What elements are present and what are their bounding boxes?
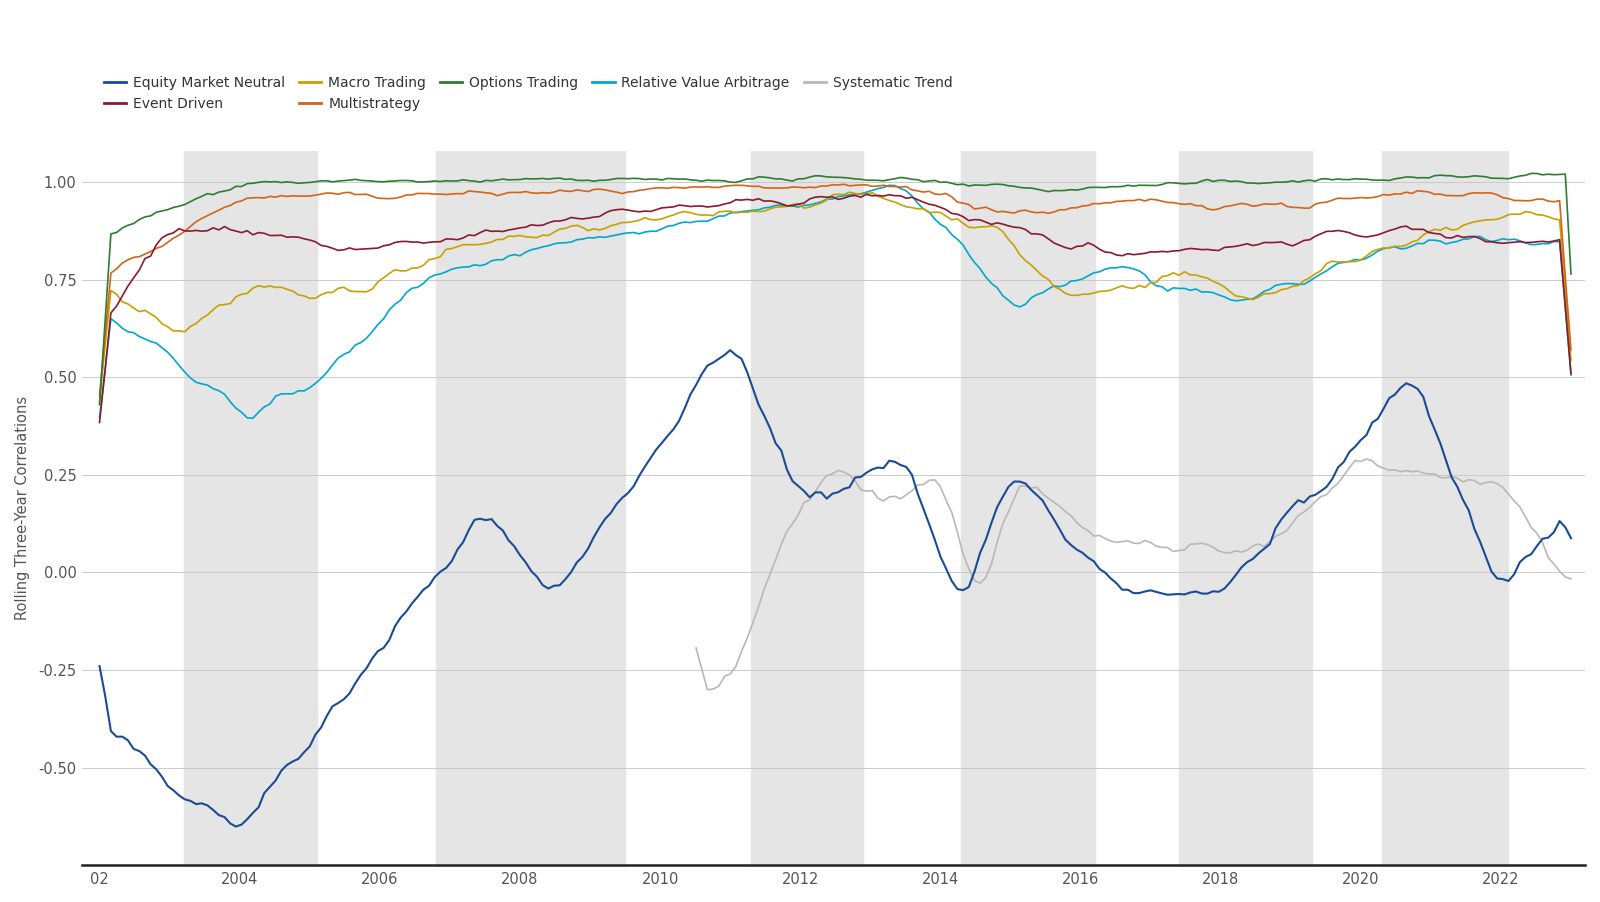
Bar (1382, 151, 1507, 865)
Bar (184, 151, 317, 865)
Bar (962, 151, 1094, 865)
Bar (750, 151, 864, 865)
Legend: Equity Market Neutral, Event Driven, Macro Trading, Multistrategy, Options Tradi: Equity Market Neutral, Event Driven, Mac… (104, 76, 952, 111)
Bar (1179, 151, 1312, 865)
Bar (435, 151, 626, 865)
Y-axis label: Rolling Three-Year Correlations: Rolling Three-Year Correlations (14, 396, 30, 620)
